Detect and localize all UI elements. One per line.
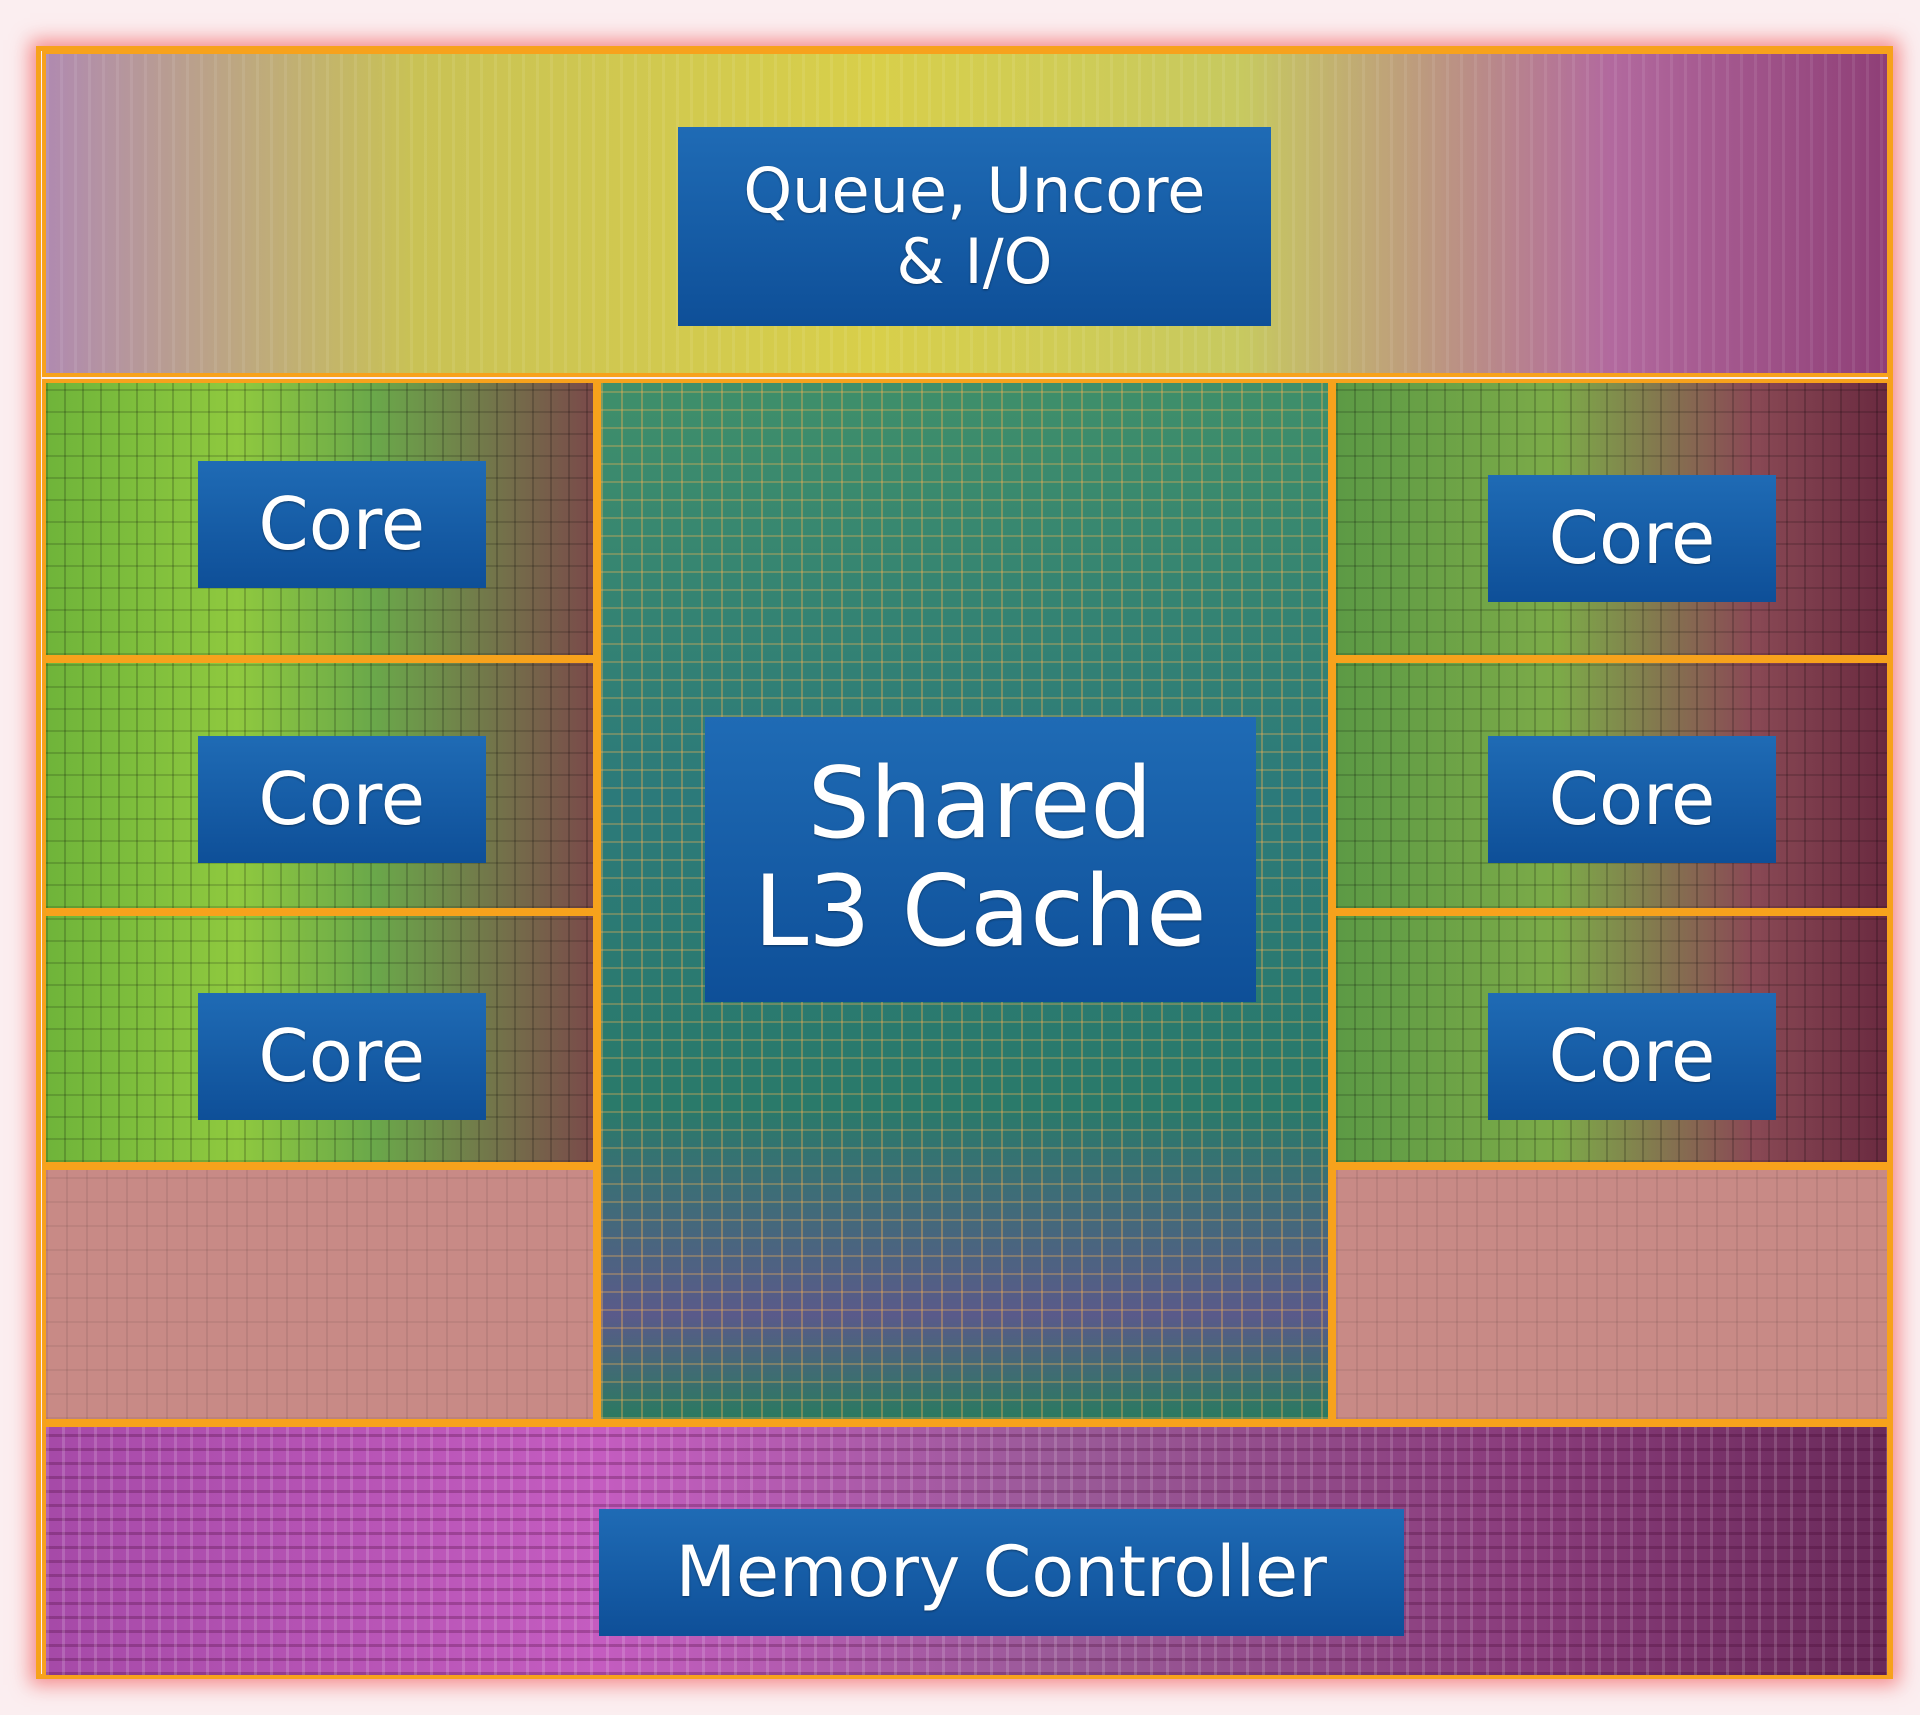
disabled-region-left [42,1166,598,1424]
memory-controller-label: Memory Controller [599,1509,1404,1637]
core-label: Core [197,992,486,1120]
core-label: Core [197,461,486,589]
disabled-region-right [1332,1166,1892,1424]
uncore-label: Queue, Uncore & I/O [677,126,1272,326]
core-label: Core [1488,475,1776,602]
core-label: Core [197,735,486,863]
l3-cache-label: Shared L3 Cache [704,716,1256,1002]
core-label: Core [1488,992,1776,1120]
core-label: Core [1488,735,1776,863]
